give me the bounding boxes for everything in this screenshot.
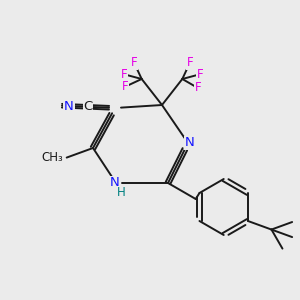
Text: F: F [121,68,128,81]
Text: F: F [196,68,203,81]
Text: F: F [122,80,129,93]
Text: N: N [185,136,195,149]
Text: F: F [187,56,193,69]
Text: N: N [64,100,74,112]
Text: CH₃: CH₃ [41,151,63,164]
Text: F: F [195,82,201,94]
Text: N: N [110,176,120,190]
Text: C: C [83,100,93,112]
Text: F: F [131,56,137,69]
Text: H: H [117,185,125,199]
